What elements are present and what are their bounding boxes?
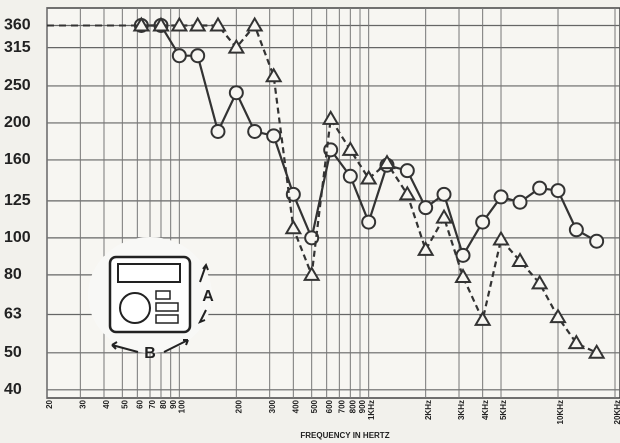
x-tick-label: 700 (337, 399, 346, 413)
x-tick-label: 20 (45, 399, 54, 408)
x-tick-label: 500 (310, 399, 319, 413)
marker (590, 235, 603, 248)
marker (230, 86, 243, 99)
x-tick-label: 400 (291, 399, 300, 413)
x-tick-label: 20KHz (613, 400, 620, 424)
x-tick-label: 800 (348, 399, 357, 413)
device-button (156, 303, 178, 311)
annotation: A (202, 288, 214, 305)
marker (419, 201, 432, 214)
marker (533, 182, 546, 195)
device-button (156, 291, 170, 299)
marker (495, 190, 508, 203)
x-tick-label: 1KHz (367, 400, 376, 420)
x-tick-label: 5KHz (499, 400, 508, 420)
chart: A B FREQUENCY IN HERTZ 40 50 63 80 100 125 160… (0, 0, 620, 443)
y-tick-label: 160 (4, 151, 31, 168)
y-tick-label: 63 (4, 306, 22, 323)
x-tick-label: 70 (148, 399, 157, 408)
x-tick-label: 40 (102, 399, 111, 408)
marker (211, 125, 224, 138)
x-tick-label: 50 (120, 399, 129, 408)
marker (362, 216, 375, 229)
device-display (118, 264, 180, 282)
x-tick-label: 10KHz (556, 400, 565, 424)
marker (514, 196, 527, 209)
y-tick-label: 50 (4, 344, 22, 361)
x-tick-label: 900 (358, 399, 367, 413)
y-tick-label: 80 (4, 266, 22, 283)
marker (438, 188, 451, 201)
x-tick-label: 300 (268, 399, 277, 413)
annotation: B (144, 345, 156, 362)
x-tick-label: 100 (177, 399, 186, 413)
marker (476, 216, 489, 229)
axis-title: FREQUENCY IN HERTZ (300, 431, 389, 440)
marker (344, 170, 357, 183)
x-tick-label: 60 (135, 399, 144, 408)
x-tick-label: 30 (78, 399, 87, 408)
y-tick-label: 250 (4, 77, 31, 94)
y-tick-label: 125 (4, 192, 31, 209)
x-tick-label: 80 (159, 399, 168, 408)
x-tick-label: 2KHz (424, 400, 433, 420)
x-tick-label: 200 (234, 399, 243, 413)
y-tick-label: 40 (4, 381, 22, 398)
marker (570, 223, 583, 236)
marker (191, 49, 204, 62)
device-speaker (120, 293, 150, 323)
y-tick-label: 100 (4, 229, 31, 246)
x-tick-label: 4KHz (481, 400, 490, 420)
x-tick-label: 600 (325, 399, 334, 413)
x-tick-label: 90 (169, 399, 178, 408)
x-tick-label: 3KHz (457, 400, 466, 420)
marker (173, 49, 186, 62)
y-tick-label: 360 (4, 17, 31, 34)
device-button (156, 315, 178, 323)
marker (248, 125, 261, 138)
y-tick-label: 200 (4, 114, 31, 131)
marker (267, 129, 280, 142)
marker (552, 184, 565, 197)
y-tick-label: 315 (4, 39, 31, 56)
marker (401, 164, 414, 177)
